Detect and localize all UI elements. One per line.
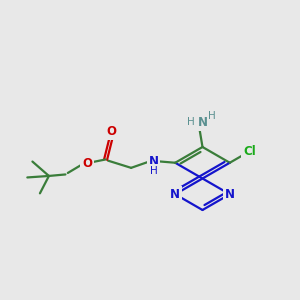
Text: N: N [170, 188, 180, 201]
Text: H: H [208, 111, 216, 121]
Text: O: O [82, 157, 92, 169]
Text: H: H [187, 117, 195, 128]
Text: Cl: Cl [243, 145, 256, 158]
Text: N: N [225, 188, 235, 201]
Text: N: N [198, 116, 208, 129]
Text: H: H [150, 166, 158, 176]
Text: O: O [106, 125, 116, 138]
Text: N: N [148, 155, 159, 168]
